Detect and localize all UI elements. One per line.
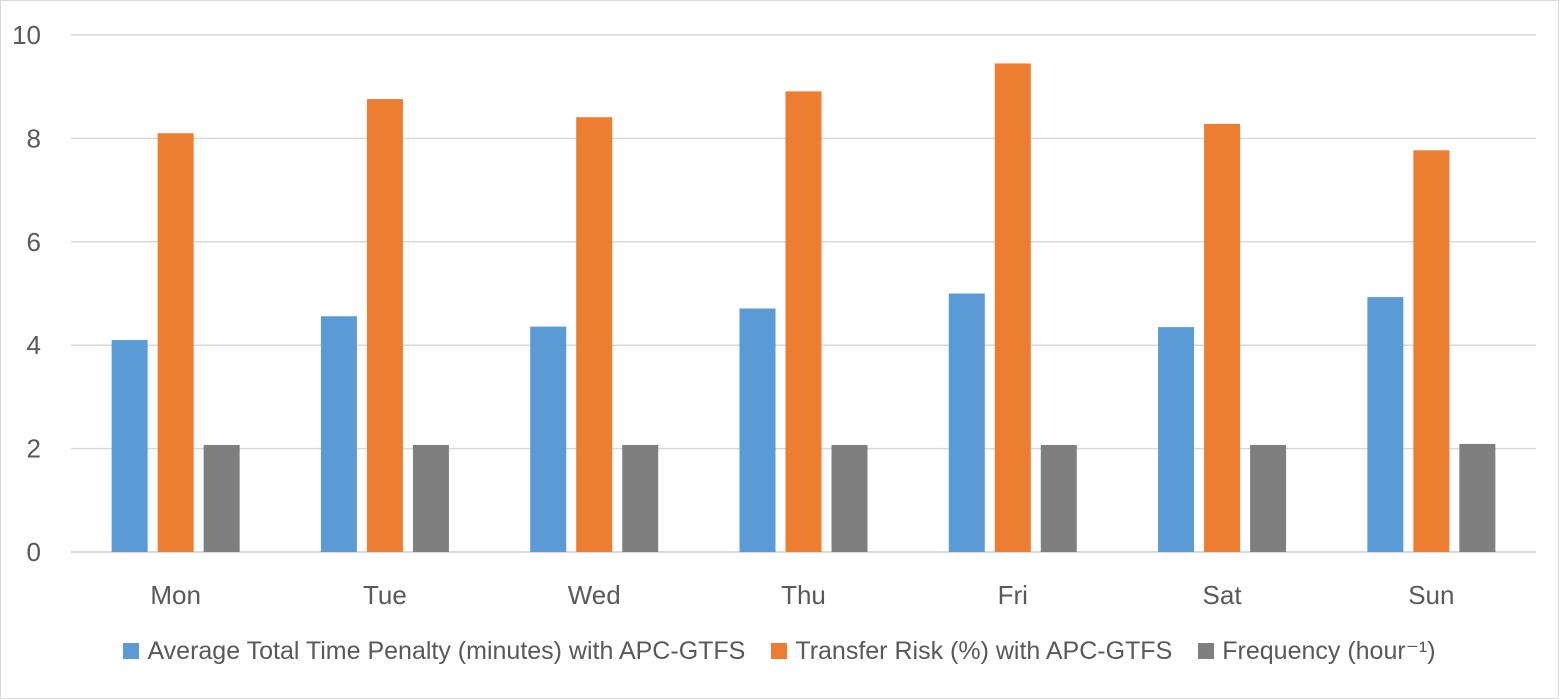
- x-tick-label-sun: Sun: [1408, 580, 1454, 610]
- x-tick-label-wed: Wed: [568, 580, 621, 610]
- bar-sat-series-2: [1250, 444, 1287, 552]
- legend-item-1: Transfer Risk (%) with APC-GTFS: [771, 637, 1172, 666]
- legend-item-0: Average Total Time Penalty (minutes) wit…: [123, 637, 745, 666]
- bars: [111, 63, 1496, 553]
- bar-wed-series-0: [530, 326, 567, 552]
- bar-sun-series-0: [1367, 297, 1404, 552]
- bar-mon-series-2: [203, 444, 240, 552]
- bar-chart: 0 2 4 6 8 10 Mon Tue Wed Thu Fri Sat Sun: [12, 20, 1536, 610]
- legend-swatch-2: [1198, 643, 1215, 659]
- bar-sun-series-2: [1459, 443, 1496, 552]
- legend-swatch-0: [123, 643, 140, 659]
- bar-wed-series-1: [576, 117, 613, 552]
- y-tick-label: 10: [12, 20, 41, 50]
- bar-fri-series-0: [948, 293, 985, 552]
- legend: Average Total Time Penalty (minutes) wit…: [1, 631, 1558, 671]
- y-axis-ticks: 0 2 4 6 8 10: [12, 20, 41, 567]
- bar-sat-series-0: [1158, 327, 1195, 552]
- legend-label-1: Transfer Risk (%) with APC-GTFS: [795, 636, 1173, 665]
- bar-sat-series-1: [1204, 123, 1241, 552]
- y-tick-label: 2: [27, 434, 41, 464]
- legend-item-2: Frequency (hour⁻¹): [1198, 636, 1436, 666]
- bar-mon-series-1: [157, 133, 194, 553]
- y-tick-label: 4: [27, 330, 41, 360]
- legend-label-2: Frequency (hour⁻¹): [1222, 637, 1436, 665]
- bar-tue-series-1: [366, 99, 403, 552]
- bar-tue-series-0: [320, 316, 357, 552]
- x-tick-label-fri: Fri: [998, 580, 1028, 610]
- legend-label-0: Average Total Time Penalty (minutes) wit…: [147, 636, 746, 665]
- bar-mon-series-0: [111, 340, 148, 552]
- y-tick-label: 6: [27, 227, 41, 257]
- x-axis-ticks: Mon Tue Wed Thu Fri Sat Sun: [150, 580, 1454, 610]
- bar-wed-series-2: [622, 444, 659, 552]
- y-tick-label: 8: [27, 123, 41, 153]
- bar-thu-series-1: [785, 91, 822, 552]
- x-tick-label-tue: Tue: [363, 580, 407, 610]
- bar-thu-series-2: [831, 444, 868, 552]
- y-tick-label: 0: [27, 537, 41, 567]
- bar-thu-series-0: [739, 308, 776, 552]
- bar-fri-series-1: [994, 63, 1031, 553]
- bar-tue-series-2: [412, 444, 449, 552]
- bar-fri-series-2: [1040, 444, 1077, 552]
- bar-sun-series-1: [1413, 150, 1450, 552]
- x-tick-label-thu: Thu: [781, 580, 826, 610]
- x-tick-label-sat: Sat: [1203, 580, 1243, 610]
- legend-swatch-1: [771, 643, 788, 659]
- x-tick-label-mon: Mon: [150, 580, 201, 610]
